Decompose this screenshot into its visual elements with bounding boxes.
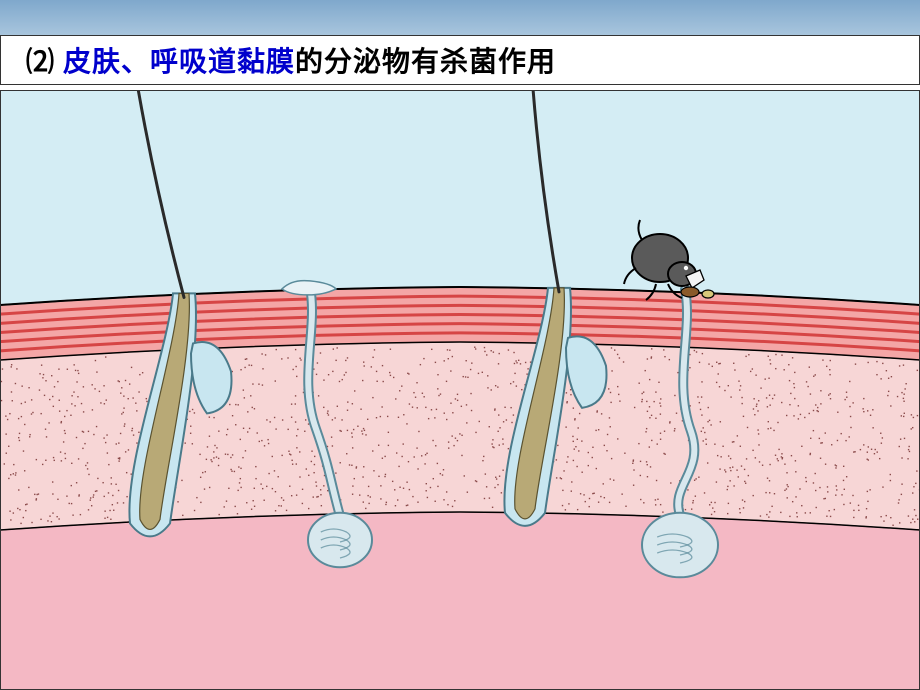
sky-strip (0, 0, 920, 35)
title-suffix: 的分泌物有杀菌作用 (295, 47, 556, 78)
title-prefix: ⑵ (26, 47, 63, 78)
title-highlight: 皮肤、呼吸道黏膜 (63, 47, 295, 78)
title-bar: ⑵ 皮肤、呼吸道黏膜的分泌物有杀菌作用 (0, 35, 920, 85)
hypodermis (0, 512, 920, 690)
skin-diagram (0, 90, 920, 690)
